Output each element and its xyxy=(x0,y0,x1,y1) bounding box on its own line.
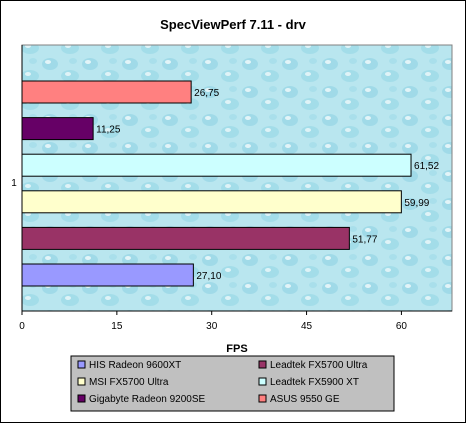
bar-value-label: 27,10 xyxy=(196,271,221,282)
bar-gigabyte-radeon-9200se xyxy=(21,117,94,141)
bar-his-radeon-9600xt xyxy=(21,263,194,287)
legend-swatch-leadtek-fx5900-xt xyxy=(258,377,267,386)
bar-value-label: 26,75 xyxy=(194,88,219,99)
x-tick-label: 60 xyxy=(396,321,408,332)
legend-swatch-his-radeon-9600xt xyxy=(77,360,86,369)
bar-value-label: 51,77 xyxy=(352,234,377,245)
legend-swatch-msi-fx5700-ultra xyxy=(77,377,86,386)
legend-label: Leadtek FX5700 Ultra xyxy=(270,360,368,371)
legend-swatch-asus-9550-ge xyxy=(258,394,267,403)
bar-value-label: 11,25 xyxy=(96,125,121,136)
chart-title: SpecViewPerf 7.11 - drv xyxy=(160,17,306,32)
bar-value-label: 61,52 xyxy=(414,161,439,172)
legend-label: ASUS 9550 GE xyxy=(270,394,340,405)
legend-swatch-gigabyte-radeon-9200se xyxy=(77,394,86,403)
legend-label: Gigabyte Radeon 9200SE xyxy=(89,394,206,405)
bar-leadtek-fx5900-xt xyxy=(21,153,412,177)
x-tick-label: 45 xyxy=(301,321,313,332)
legend-label: HIS Radeon 9600XT xyxy=(89,360,181,371)
legend-label: Leadtek FX5900 XT xyxy=(270,377,359,388)
bar-asus-9550-ge xyxy=(21,80,192,104)
legend-swatch-leadtek-fx5700-ultra xyxy=(258,360,267,369)
legend: HIS Radeon 9600XT Leadtek FX5700 Ultra MSI… xyxy=(70,355,395,412)
y-category-label: 1 xyxy=(11,178,17,189)
legend-label: MSI FX5700 Ultra xyxy=(89,377,169,388)
bar-value-label: 59,99 xyxy=(404,198,429,209)
x-tick-label: 15 xyxy=(111,321,123,332)
x-tick-label: 0 xyxy=(19,321,25,332)
bar-msi-fx5700-ultra xyxy=(21,190,402,214)
x-axis-title: FPS xyxy=(226,343,247,355)
x-tick-label: 30 xyxy=(206,321,218,332)
bar-leadtek-fx5700-ultra xyxy=(21,226,350,250)
